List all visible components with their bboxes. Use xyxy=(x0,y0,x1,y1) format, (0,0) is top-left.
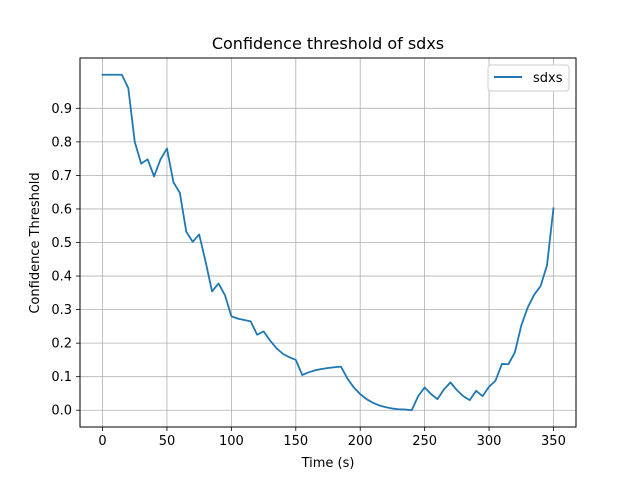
series-layer xyxy=(101,73,555,412)
y-tick-label: 0.1 xyxy=(51,370,72,385)
legend-label-sdxs: sdxs xyxy=(533,71,563,86)
y-tick-label: 0.0 xyxy=(51,404,72,419)
y-tick-label: 0.8 xyxy=(51,135,72,150)
x-tick-label: 200 xyxy=(348,434,373,449)
x-tick-label: 300 xyxy=(477,434,502,449)
x-tick-label: 50 xyxy=(159,434,176,449)
x-axis-ticks: 0 50 100 150 200 250 300 350 xyxy=(98,427,566,449)
y-tick-label: 0.9 xyxy=(51,102,72,117)
x-tick-label: 100 xyxy=(219,434,244,449)
grid xyxy=(80,58,576,427)
legend-box xyxy=(487,64,570,92)
y-axis-label: Confidence Threshold xyxy=(28,172,43,313)
y-tick-label: 0.4 xyxy=(51,270,72,285)
chart-title: Confidence threshold of sdxs xyxy=(212,34,444,53)
y-tick-label: 0.3 xyxy=(51,303,72,318)
x-tick-label: 350 xyxy=(541,434,566,449)
x-axis-label: Time (s) xyxy=(301,456,355,471)
y-axis-ticks: 0.0 0.1 0.2 0.3 0.4 0.5 0.6 0.7 0.8 0.9 xyxy=(51,102,80,419)
x-tick-label: 0 xyxy=(98,434,106,449)
x-tick-label: 250 xyxy=(412,434,437,449)
y-tick-label: 0.2 xyxy=(51,337,72,352)
x-tick-label: 150 xyxy=(283,434,308,449)
legend: sdxs xyxy=(487,64,570,92)
y-tick-label: 0.7 xyxy=(51,169,72,184)
y-tick-label: 0.5 xyxy=(51,236,72,251)
series-line-sdxs xyxy=(101,73,555,412)
y-tick-label: 0.6 xyxy=(51,202,72,217)
